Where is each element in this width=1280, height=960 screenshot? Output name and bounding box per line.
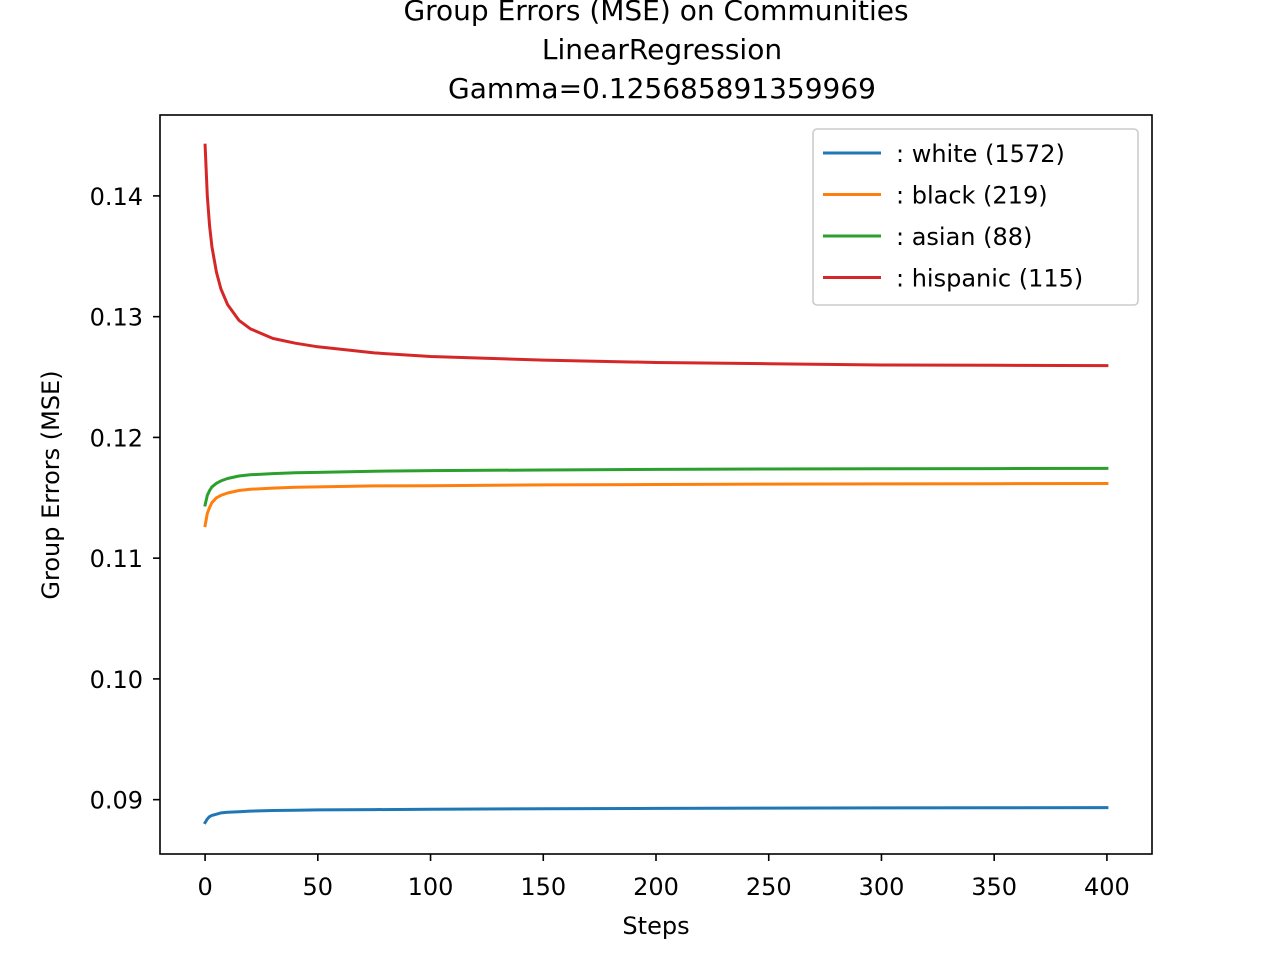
- x-tick-label: 50: [303, 873, 334, 901]
- title-line-2: LinearRegression: [542, 33, 782, 66]
- y-axis-label: Group Errors (MSE): [37, 370, 65, 599]
- title-line-3: Gamma=0.125685891359969: [448, 72, 876, 105]
- x-tick-label: 400: [1084, 873, 1130, 901]
- y-tick-label: 0.12: [90, 424, 143, 452]
- chart-title: Group Errors (MSE) on Communities Linear…: [403, 0, 908, 105]
- legend-label: : hispanic (115): [896, 265, 1083, 293]
- x-tick-label: 350: [971, 873, 1017, 901]
- series-line: [203, 143, 1109, 368]
- x-tick-label: 0: [197, 873, 212, 901]
- legend-label: : black (219): [896, 182, 1048, 210]
- legend: : white (1572) : black (219) : asian (88…: [812, 128, 1139, 306]
- legend-label: : white (1572): [896, 140, 1065, 168]
- x-tick-label: 250: [746, 873, 792, 901]
- x-tick-label: 200: [633, 873, 679, 901]
- x-axis-label: Steps: [622, 912, 689, 940]
- legend-entries: : white (1572) : black (219) : asian (88…: [823, 140, 1083, 293]
- y-axis-ticks: 0.09 0.10 0.11 0.12 0.13 0.14: [90, 183, 160, 815]
- title-line-1: Group Errors (MSE) on Communities: [403, 0, 908, 27]
- x-tick-label: 100: [408, 873, 454, 901]
- y-tick-label: 0.13: [90, 304, 143, 332]
- legend-label: : asian (88): [896, 223, 1032, 251]
- series-line: [203, 466, 1109, 507]
- x-tick-label: 300: [859, 873, 905, 901]
- series-lines: [203, 143, 1109, 825]
- x-tick-label: 150: [520, 873, 566, 901]
- plot-frame: [159, 114, 1153, 855]
- series-line: [203, 806, 1109, 825]
- y-tick-label: 0.09: [90, 787, 143, 815]
- y-tick-label: 0.10: [90, 666, 143, 694]
- y-tick-label: 0.14: [90, 183, 143, 211]
- series-line: [203, 481, 1109, 528]
- y-tick-label: 0.11: [90, 545, 143, 573]
- legend-box: [812, 128, 1139, 306]
- x-axis-ticks: 0 50 100 150 200 250 300 350 400: [197, 854, 1130, 901]
